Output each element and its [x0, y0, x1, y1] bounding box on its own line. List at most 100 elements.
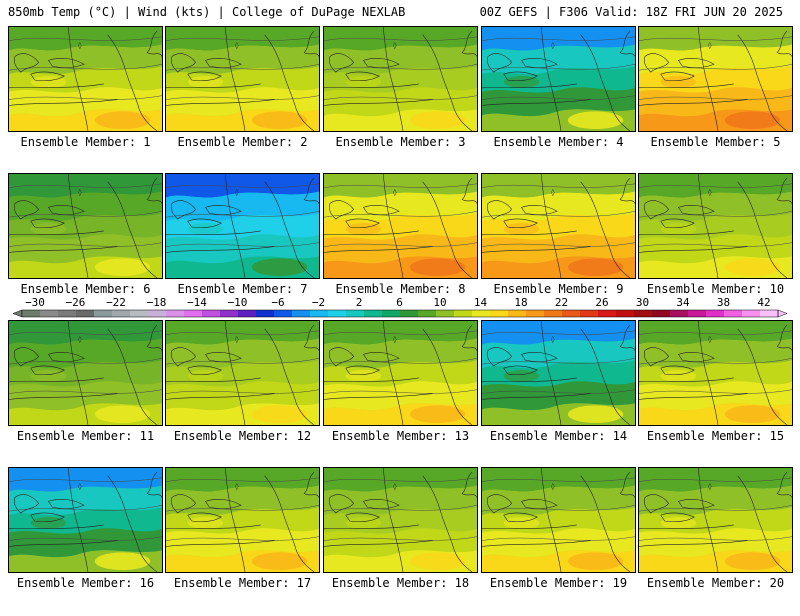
svg-text:◊: ◊	[708, 42, 712, 50]
colorbar-tick-label: −2	[312, 296, 325, 309]
svg-text:◊: ◊	[235, 336, 239, 344]
colorbar-max-arrow	[777, 309, 788, 318]
ensemble-member-panel: ◊ Ensemble Member: 1	[8, 26, 163, 175]
temperature-map: ◊	[638, 26, 793, 132]
ensemble-member-panel: ◊ Ensemble Member: 7	[165, 173, 320, 322]
ensemble-member-label: Ensemble Member: 6	[20, 282, 151, 296]
ensemble-member-label: Ensemble Member: 20	[646, 576, 785, 590]
ensemble-member-panel: ◊ Ensemble Member: 5	[638, 26, 793, 175]
colorbar-segment	[292, 310, 311, 317]
ensemble-member-label: Ensemble Member: 1	[20, 135, 151, 149]
colorbar-segment	[598, 310, 617, 317]
colorbar-tick-label: −10	[228, 296, 248, 309]
temperature-map: ◊	[481, 26, 636, 132]
temperature-map: ◊	[323, 26, 478, 132]
colorbar-segment	[670, 310, 689, 317]
ensemble-member-label: Ensemble Member: 4	[493, 135, 624, 149]
header-valid-time: 00Z GEFS | F306 Valid: 18Z FRI JUN 20 20…	[479, 5, 783, 19]
temperature-map: ◊	[323, 467, 478, 573]
colorbar-segment	[382, 310, 401, 317]
colorbar-tick-label: 10	[433, 296, 446, 309]
ensemble-member-label: Ensemble Member: 16	[16, 576, 155, 590]
temperature-map: ◊	[323, 320, 478, 426]
temperature-map: ◊	[638, 173, 793, 279]
svg-text:◊: ◊	[78, 336, 82, 344]
temperature-map: ◊	[165, 467, 320, 573]
header-title: 850mb Temp (°C) | Wind (kts) | College o…	[8, 5, 406, 19]
colorbar-tick-label: 38	[717, 296, 730, 309]
colorbar-tick-label: −6	[271, 296, 284, 309]
temperature-map: ◊	[638, 467, 793, 573]
colorbar-segment	[724, 310, 743, 317]
ensemble-member-label: Ensemble Member: 3	[335, 135, 466, 149]
ensemble-member-panel: ◊ Ensemble Member: 20	[638, 467, 793, 616]
colorbar-segment	[472, 310, 491, 317]
svg-text:◊: ◊	[551, 336, 555, 344]
colorbar-segment	[400, 310, 419, 317]
svg-text:◊: ◊	[78, 189, 82, 197]
svg-text:◊: ◊	[393, 483, 397, 491]
temperature-map: ◊	[8, 467, 163, 573]
ensemble-member-label: Ensemble Member: 14	[489, 429, 628, 443]
colorbar-segment	[364, 310, 383, 317]
ensemble-member-panel: ◊ Ensemble Member: 3	[323, 26, 478, 175]
colorbar-segment	[418, 310, 437, 317]
svg-text:◊: ◊	[551, 483, 555, 491]
colorbar-segment	[346, 310, 365, 317]
temperature-map: ◊	[323, 173, 478, 279]
colorbar-segment	[436, 310, 455, 317]
colorbar-tick-label: 22	[555, 296, 568, 309]
colorbar-segment	[328, 310, 347, 317]
svg-text:◊: ◊	[551, 189, 555, 197]
colorbar-segment	[310, 310, 329, 317]
ensemble-member-label: Ensemble Member: 5	[650, 135, 781, 149]
ensemble-member-panel: ◊ Ensemble Member: 2	[165, 26, 320, 175]
temperature-map: ◊	[165, 320, 320, 426]
ensemble-member-label: Ensemble Member: 18	[331, 576, 470, 590]
colorbar-segment	[40, 310, 59, 317]
ensemble-member-label: Ensemble Member: 11	[16, 429, 155, 443]
ensemble-member-label: Ensemble Member: 13	[331, 429, 470, 443]
ensemble-member-panel: ◊ Ensemble Member: 17	[165, 467, 320, 616]
ensemble-member-label: Ensemble Member: 2	[177, 135, 308, 149]
temperature-colorbar: −30 −26 −22 −18 −14 −10 −6 −2 2 6 10 14 18 22 26 30 34 38…	[12, 296, 788, 318]
temperature-map: ◊	[481, 467, 636, 573]
svg-text:◊: ◊	[551, 42, 555, 50]
temperature-map: ◊	[165, 26, 320, 132]
ensemble-member-panel: ◊ Ensemble Member: 4	[481, 26, 636, 175]
colorbar-segment	[112, 310, 131, 317]
temperature-map: ◊	[8, 320, 163, 426]
ensemble-member-panel: ◊ Ensemble Member: 13	[323, 320, 478, 469]
colorbar-segment	[238, 310, 257, 317]
colorbar-segment	[562, 310, 581, 317]
colorbar-segment	[742, 310, 761, 317]
colorbar-segment	[580, 310, 599, 317]
svg-text:◊: ◊	[708, 189, 712, 197]
colorbar-tick-label: 14	[474, 296, 488, 309]
temperature-map: ◊	[8, 173, 163, 279]
colorbar-segment	[94, 310, 113, 317]
colorbar-segment	[526, 310, 545, 317]
ensemble-member-panel: ◊ Ensemble Member: 19	[481, 467, 636, 616]
ensemble-member-panel: ◊ Ensemble Member: 6	[8, 173, 163, 322]
temperature-map: ◊	[481, 173, 636, 279]
colorbar-segment	[688, 310, 707, 317]
colorbar-segment	[166, 310, 185, 317]
ensemble-member-panel: ◊ Ensemble Member: 12	[165, 320, 320, 469]
ensemble-member-panel: ◊ Ensemble Member: 18	[323, 467, 478, 616]
colorbar-tick-label: 34	[676, 296, 690, 309]
colorbar-segment	[220, 310, 239, 317]
ensemble-member-label: Ensemble Member: 9	[493, 282, 624, 296]
svg-text:◊: ◊	[393, 189, 397, 197]
ensemble-member-panel: ◊ Ensemble Member: 9	[481, 173, 636, 322]
colorbar-segment	[706, 310, 725, 317]
colorbar-segment	[274, 310, 293, 317]
ensemble-member-panel: ◊ Ensemble Member: 16	[8, 467, 163, 616]
colorbar-segment	[652, 310, 671, 317]
colorbar-tick-label: 42	[757, 296, 770, 309]
colorbar-segment	[760, 310, 779, 317]
ensemble-member-panel: ◊ Ensemble Member: 8	[323, 173, 478, 322]
ensemble-member-panel: ◊ Ensemble Member: 11	[8, 320, 163, 469]
svg-text:◊: ◊	[78, 42, 82, 50]
colorbar-tick-label: 6	[396, 296, 403, 309]
